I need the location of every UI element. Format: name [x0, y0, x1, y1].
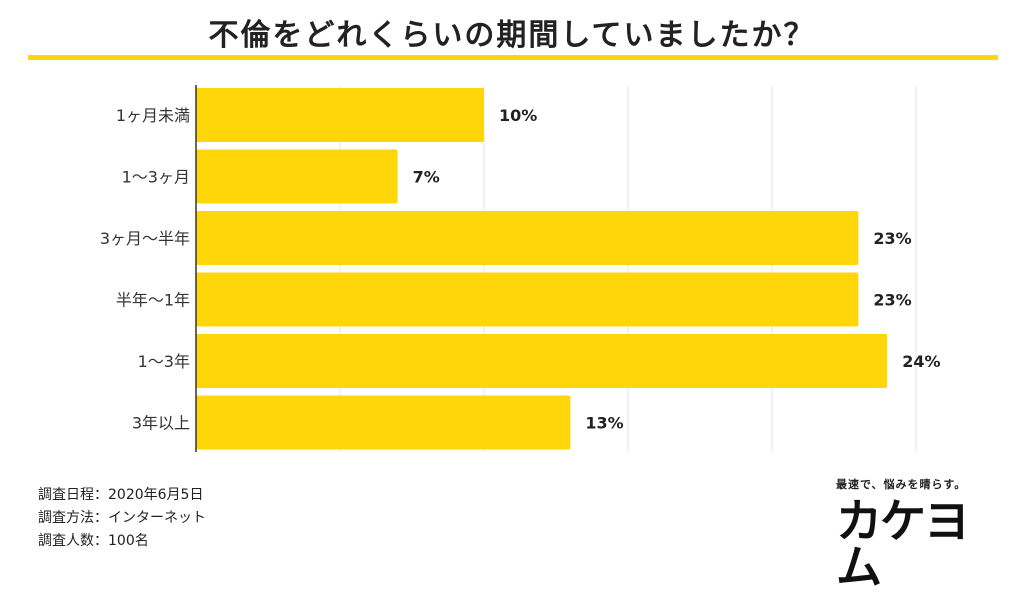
category-label: 1〜3ヶ月	[122, 168, 190, 187]
value-label: 7%	[413, 168, 440, 187]
value-label: 10%	[499, 106, 537, 125]
survey-notes: 調査日程：2020年6月5日 調査方法：インターネット 調査人数：100名	[38, 484, 206, 553]
category-label: 1〜3年	[138, 352, 190, 371]
survey-count: 調査人数：100名	[38, 533, 149, 549]
category-label: 1ヶ月未満	[116, 106, 190, 125]
value-label: 13%	[585, 414, 623, 433]
brand-tagline: 最速で、悩みを晴らす。	[836, 478, 967, 491]
bar-chart: 1ヶ月未満 10% 1〜3ヶ月 7% 3ヶ月〜半年 23% 半年〜1年 23% 1〜3年 24% 3…	[100, 85, 940, 452]
bar-5	[196, 334, 888, 388]
bar-3	[196, 211, 859, 265]
bar-6	[196, 395, 571, 450]
chart-title: 不倫をどれくらいの期間していましたか？	[208, 18, 816, 53]
survey-method: 調査方法：インターネット	[38, 510, 206, 526]
category-label: 3ヶ月〜半年	[100, 229, 190, 248]
bar-4	[196, 272, 859, 327]
category-label: 半年〜1年	[116, 291, 190, 310]
title-underline	[28, 55, 998, 60]
brand-logo: カケヨム	[836, 494, 970, 594]
category-label: 3年以上	[132, 414, 190, 433]
value-label: 23%	[873, 229, 911, 248]
bar-2	[196, 149, 398, 204]
value-label: 23%	[873, 291, 911, 310]
value-label: 24%	[902, 352, 940, 371]
survey-date: 調査日程：2020年6月5日	[38, 487, 204, 503]
bar-1	[196, 88, 484, 142]
brand-block: 最速で、悩みを晴らす。 カケヨム	[836, 476, 986, 590]
